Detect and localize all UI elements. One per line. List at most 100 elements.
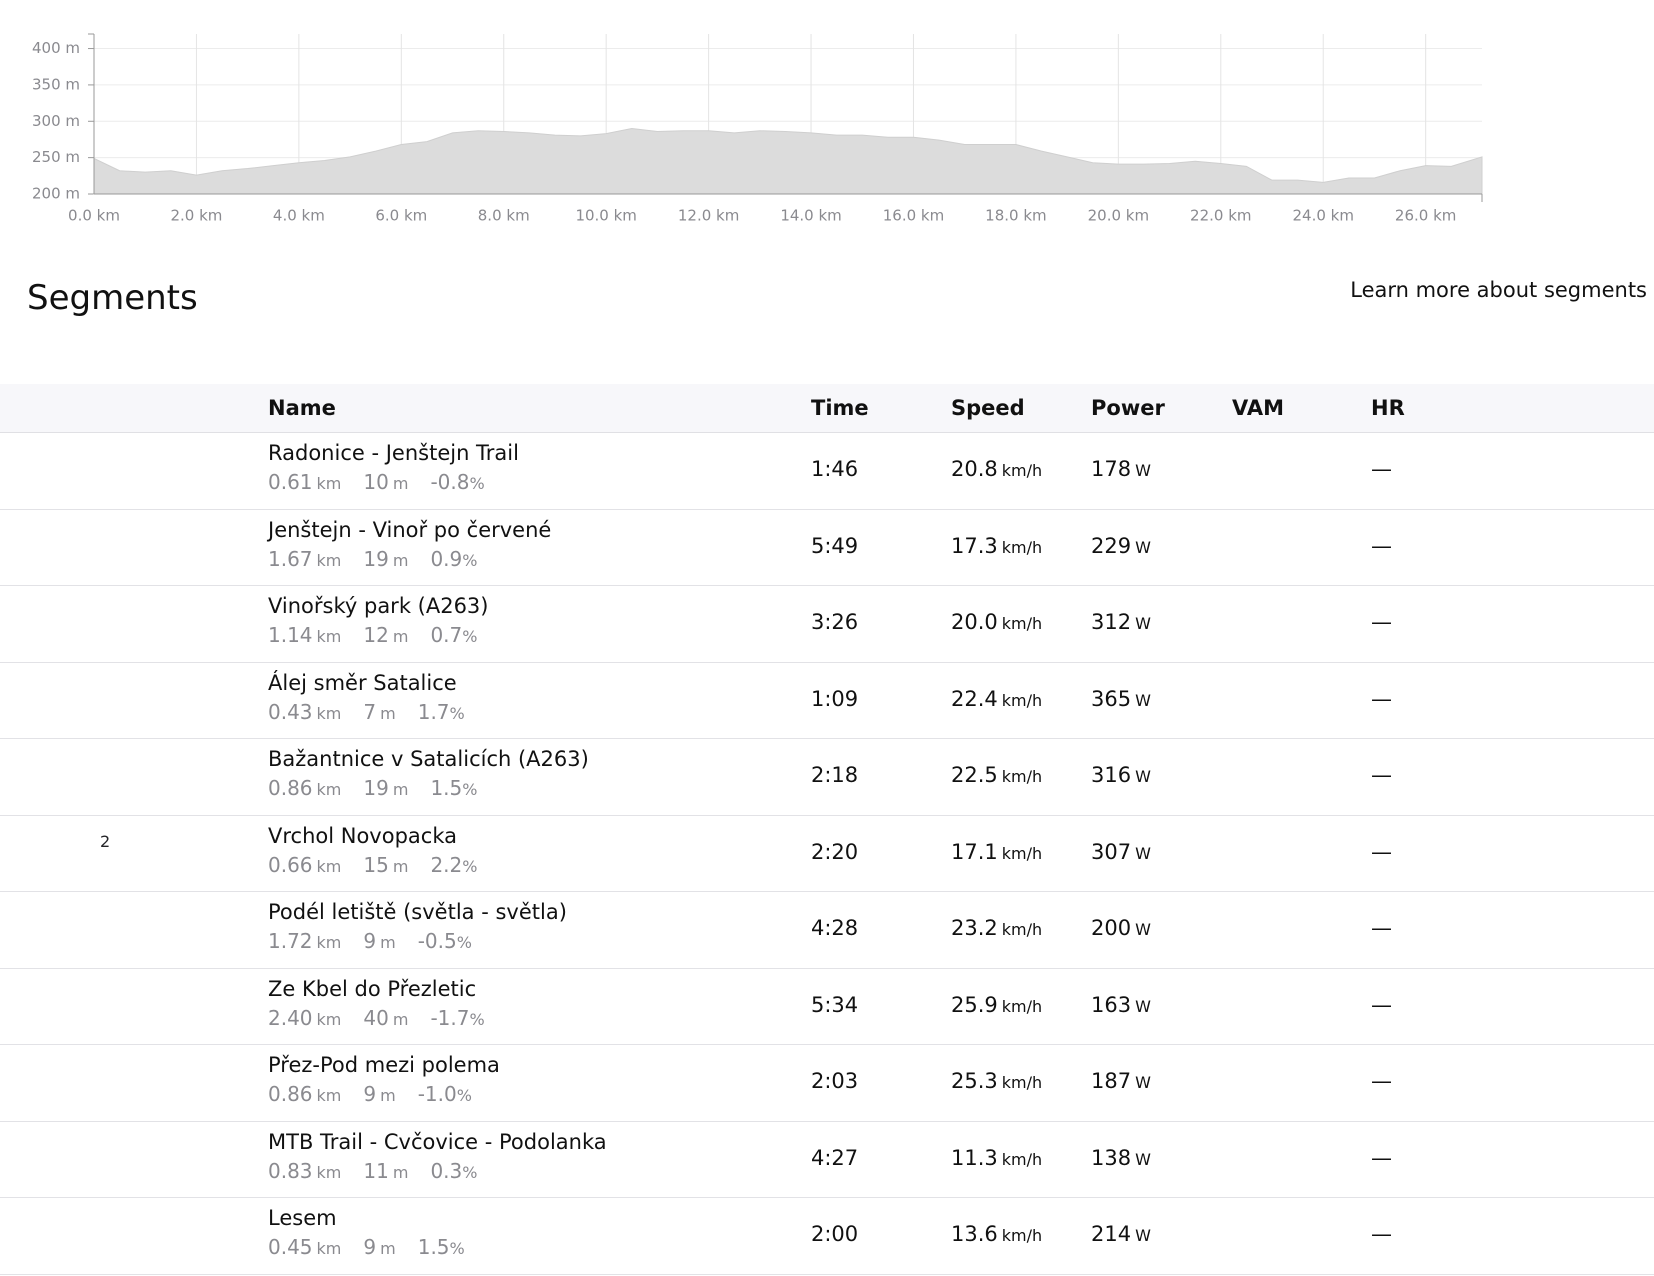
stat-unit: m (380, 1239, 396, 1258)
speed-value: 13.6 (951, 1222, 998, 1246)
stat-unit: km (316, 627, 342, 646)
column-header[interactable]: Speed (951, 396, 1025, 420)
stat-unit: % (449, 1239, 465, 1258)
stat-unit: km (316, 1162, 342, 1182)
segment-row[interactable]: Přez-Pod mezi polema 0.86 km 9 m -1.0% 2:03 25.… (0, 1045, 1654, 1122)
speed-unit: km/h (1001, 1149, 1043, 1169)
stat-unit: % (462, 856, 478, 876)
segment-time: 2:20 (811, 839, 859, 864)
segment-time: 4:27 (811, 1145, 859, 1170)
segment-name[interactable]: Podél letiště (světla - světla) (268, 900, 567, 924)
segment-name[interactable]: Radonice - Jenštejn Trail (268, 441, 519, 465)
x-tick-label: 14.0 km (780, 207, 841, 225)
stat-unit: km (316, 1239, 342, 1258)
stat-unit: % (456, 1086, 472, 1105)
x-tick-label: 22.0 km (1190, 207, 1251, 225)
segment-row[interactable]: Jenštejn - Vinoř po červené 1.67 km 19 m 0.9%… (0, 510, 1654, 586)
stat-distance: 0.45 (268, 1235, 313, 1259)
segment-speed: 25.9 km/h (951, 993, 1042, 1017)
segment-hr: — (1371, 686, 1392, 711)
table-header: Name Time Speed Power VAM HR (0, 384, 1654, 433)
segment-power: 187 W (1091, 1069, 1151, 1093)
segment-row[interactable]: Radonice - Jenštejn Trail 0.61 km 10 m -0.8% 1… (0, 433, 1654, 510)
medal-icon: 2 (100, 832, 110, 851)
stat-grade: 0.7 (430, 623, 463, 647)
segment-power: 138 W (1091, 1146, 1151, 1170)
segment-time: 1:09 (811, 686, 859, 711)
stat-grade: -1.0 (417, 1082, 457, 1106)
segment-time: 5:34 (811, 992, 859, 1017)
segment-row[interactable]: Lesem 0.45 km 9 m 1.5% 2:00 13.6 km/h 214 W — (0, 1198, 1654, 1275)
segment-name[interactable]: Přez-Pod mezi polema (268, 1053, 500, 1077)
y-tick-label: 200 m (32, 185, 80, 203)
power-unit: W (1135, 614, 1151, 633)
segment-stats: 0.86 km 9 m -1.0% (268, 1082, 472, 1106)
power-value: 214 (1091, 1222, 1132, 1246)
segment-row[interactable]: Álej směr Satalice 0.43 km 7 m 1.7% 1:09 22.4 km… (0, 663, 1654, 739)
column-header[interactable]: Power (1091, 396, 1165, 420)
stat-unit: km (316, 856, 342, 876)
column-header[interactable]: Name (268, 396, 336, 420)
segment-name[interactable]: Bažantnice v Satalicích (A263) (268, 747, 589, 771)
speed-unit: km/h (1001, 1073, 1043, 1092)
stat-grade: 1.7 (417, 699, 450, 724)
elevation-area (93, 128, 1483, 195)
segment-name[interactable]: Vrchol Novopacka (268, 823, 457, 848)
segment-stats: 1.72 km 9 m -0.5% (268, 929, 472, 953)
speed-value: 22.5 (951, 763, 998, 787)
power-unit: W (1135, 537, 1151, 557)
segment-stats: 2.40 km 40 m -1.7% (268, 1006, 485, 1030)
stat-elevation: 19 (363, 546, 389, 571)
stat-grade: 0.9 (430, 546, 463, 571)
stat-unit: % (462, 780, 478, 799)
stat-grade: 2.2 (430, 852, 463, 877)
speed-unit: km/h (1001, 614, 1043, 633)
stat-unit: km (316, 474, 342, 493)
segment-name[interactable]: Ze Kbel do Přezletic (268, 976, 477, 1001)
segment-name[interactable]: Vinořský park (A263) (268, 594, 489, 618)
segment-hr: — (1371, 533, 1392, 558)
segment-row[interactable]: 2 Vrchol Novopacka 0.66 km 15 m 2.2% 2:20 17.1 km… (0, 816, 1654, 892)
x-tick-label: 2.0 km (170, 207, 222, 225)
segment-power: 307 W (1091, 840, 1151, 864)
column-header[interactable]: Time (811, 396, 869, 420)
segment-name[interactable]: MTB Trail - Cvčovice - Podolanka (268, 1129, 607, 1154)
segment-power: 200 W (1091, 916, 1151, 940)
segment-name[interactable]: Álej směr Satalice (268, 670, 457, 695)
stat-unit: km (316, 1009, 342, 1029)
segment-row[interactable]: Vinořský park (A263) 1.14 km 12 m 0.7% 3:26 20.… (0, 586, 1654, 663)
stat-grade: -0.5 (417, 929, 457, 953)
segment-power: 312 W (1091, 610, 1151, 634)
stat-grade: 1.5 (417, 1235, 450, 1259)
stat-elevation: 19 (363, 776, 389, 800)
power-unit: W (1135, 690, 1151, 710)
x-tick-label: 12.0 km (678, 207, 739, 225)
stat-distance: 1.72 (268, 929, 313, 953)
stat-grade: -0.8 (430, 470, 470, 494)
segment-row[interactable]: MTB Trail - Cvčovice - Podolanka 0.83 km 11… (0, 1122, 1654, 1198)
segment-stats: 1.14 km 12 m 0.7% (268, 623, 477, 647)
segment-power: 316 W (1091, 763, 1151, 787)
segment-power: 214 W (1091, 1222, 1151, 1246)
segment-speed: 20.0 km/h (951, 610, 1042, 634)
power-unit: W (1135, 996, 1151, 1016)
segment-power: 163 W (1091, 993, 1151, 1017)
stat-distance: 0.83 (268, 1158, 313, 1183)
stat-unit: % (462, 550, 478, 570)
segment-time: 2:00 (811, 1222, 859, 1246)
stat-distance: 1.14 (268, 623, 313, 647)
stat-unit: % (462, 627, 478, 646)
stat-unit: m (392, 1009, 409, 1029)
stat-distance: 0.86 (268, 776, 313, 800)
segment-row[interactable]: Ze Kbel do Přezletic 2.40 km 40 m -1.7% 5:34 25… (0, 969, 1654, 1045)
stat-distance: 0.61 (268, 470, 313, 494)
learn-more-link[interactable]: Learn more about segments (1350, 278, 1647, 302)
stat-unit: m (380, 703, 396, 723)
segment-name[interactable]: Lesem (268, 1206, 337, 1230)
segment-name[interactable]: Jenštejn - Vinoř po červené (268, 517, 552, 542)
segment-row[interactable]: Podél letiště (světla - světla) 1.72 km 9 m -… (0, 892, 1654, 969)
segment-row[interactable]: Bažantnice v Satalicích (A263) 0.86 km 19 m 1… (0, 739, 1654, 816)
power-unit: W (1135, 1149, 1151, 1169)
power-value: 229 (1091, 533, 1132, 558)
segment-time: 2:18 (811, 763, 859, 787)
